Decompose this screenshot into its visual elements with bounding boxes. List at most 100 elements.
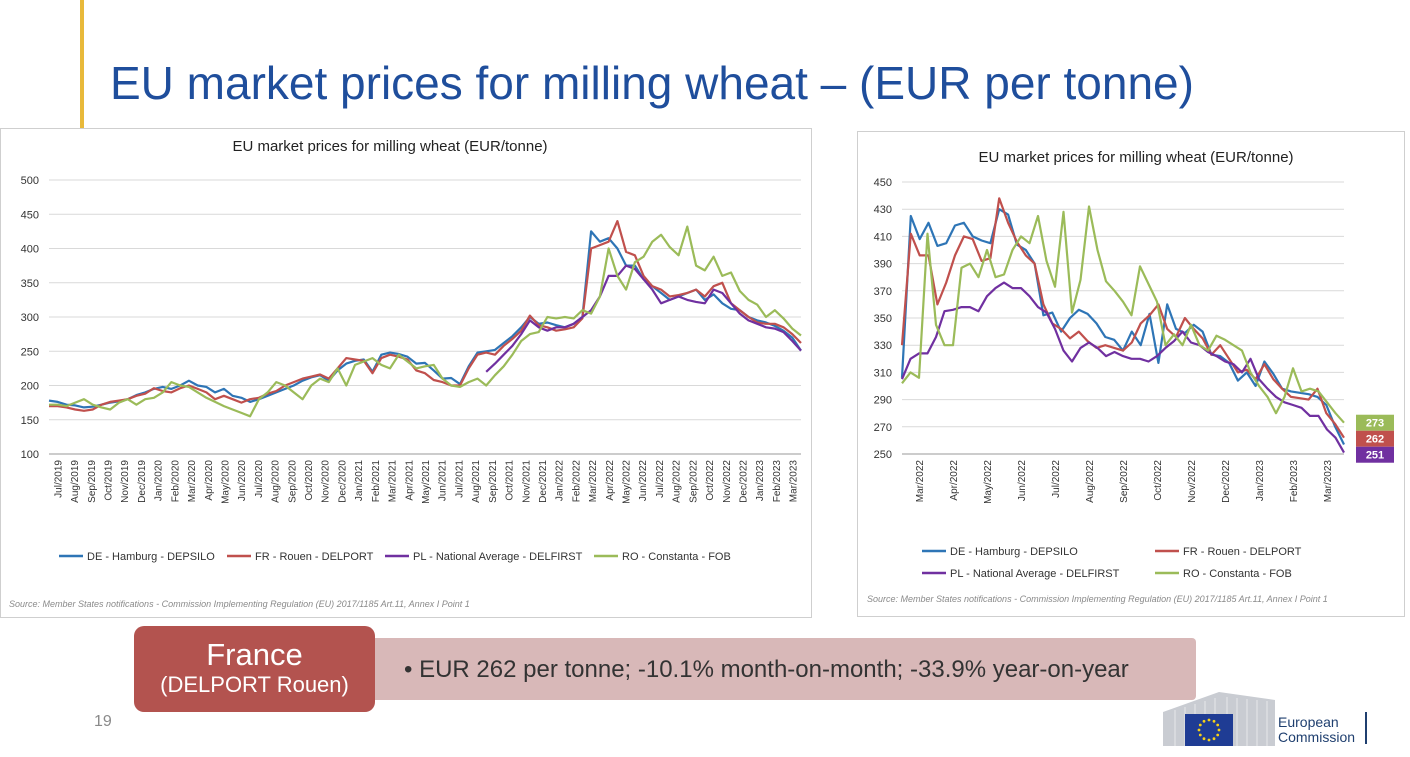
x-tick-label: Sep/2019 (87, 460, 98, 503)
x-tick-label: Feb/2021 (371, 460, 382, 503)
x-tick-label: Feb/2020 (170, 460, 181, 503)
y-tick-label: 400 (21, 244, 39, 256)
x-tick-label: May/2020 (220, 460, 231, 504)
logo-line-2: Commission (1278, 729, 1356, 745)
country-box: France (DELPORT Rouen) (134, 626, 375, 712)
x-tick-label: Dec/2021 (538, 460, 549, 503)
accent-bar (80, 0, 84, 128)
y-tick-label: 200 (21, 381, 39, 393)
x-tick-label: Aug/2022 (672, 460, 683, 503)
y-tick-label: 310 (874, 367, 892, 379)
x-tick-label: Jul/2020 (254, 460, 265, 498)
legend-label: DE - Hamburg - DEPSILO (87, 551, 215, 563)
chart-left-source: Source: Member States notifications - Co… (9, 599, 470, 609)
chart-panel-left: EU market prices for milling wheat (EUR/… (0, 128, 812, 618)
x-tick-label: Apr/2020 (204, 460, 215, 501)
info-text: • EUR 262 per tonne; -10.1% month-on-mon… (404, 656, 1129, 683)
chart-right: EU market prices for milling wheat (EUR/… (874, 149, 1394, 580)
eu-stars-icon (1197, 718, 1221, 742)
country-name: France (206, 637, 303, 672)
y-tick-label: 350 (874, 313, 892, 325)
x-tick-label: Jun/2021 (438, 460, 449, 502)
country-sub: (DELPORT Rouen) (160, 672, 349, 697)
x-tick-label: Feb/2023 (1289, 460, 1300, 503)
x-tick-label: Jan/2023 (1255, 460, 1266, 502)
x-tick-label: Mar/2021 (388, 460, 399, 503)
x-tick-label: Nov/2021 (521, 460, 532, 503)
y-tick-label: 250 (21, 346, 39, 358)
y-tick-label: 370 (874, 286, 892, 298)
end-value-label: 273 (1366, 418, 1384, 430)
x-tick-label: Apr/2021 (404, 460, 415, 501)
x-tick-label: Nov/2019 (120, 460, 131, 503)
x-tick-label: Jul/2019 (53, 460, 64, 498)
legend-label: RO - Constanta - FOB (1183, 568, 1292, 580)
x-tick-label: Jun/2020 (237, 460, 248, 502)
x-tick-label: Aug/2020 (271, 460, 282, 503)
y-tick-label: 500 (21, 175, 39, 187)
x-tick-label: Oct/2022 (705, 460, 716, 501)
x-tick-label: Sep/2020 (287, 460, 298, 503)
x-tick-label: Jul/2022 (1051, 460, 1062, 498)
series-line-2 (49, 220, 802, 412)
series-line-2 (900, 197, 1345, 439)
chart-panel-right: EU market prices for milling wheat (EUR/… (857, 131, 1405, 617)
y-tick-label: 300 (21, 312, 39, 324)
x-tick-label: Mar/2023 (789, 460, 800, 503)
y-tick-label: 350 (21, 278, 39, 290)
series-line-4 (49, 225, 802, 418)
x-tick-label: Jan/2021 (354, 460, 365, 502)
y-tick-label: 410 (874, 231, 892, 243)
x-tick-label: Jun/2022 (1017, 460, 1028, 502)
series-line-1 (48, 230, 802, 409)
x-tick-label: Dec/2022 (739, 460, 750, 503)
y-tick-label: 450 (874, 177, 892, 189)
legend-label: FR - Rouen - DELPORT (1183, 546, 1302, 558)
x-tick-label: Apr/2022 (605, 460, 616, 501)
x-tick-label: Sep/2022 (688, 460, 699, 503)
x-tick-label: Jun/2022 (638, 460, 649, 502)
info-box: • EUR 262 per tonne; -10.1% month-on-mon… (370, 638, 1196, 700)
x-tick-label: Nov/2022 (722, 460, 733, 503)
y-tick-label: 290 (874, 395, 892, 407)
end-value-label: 262 (1366, 434, 1384, 446)
x-tick-label: Apr/2022 (949, 460, 960, 501)
x-tick-label: Mar/2020 (187, 460, 198, 503)
x-tick-label: Sep/2021 (488, 460, 499, 503)
y-tick-label: 450 (21, 209, 39, 221)
x-tick-label: Aug/2019 (70, 460, 81, 503)
legend-label: DE - Hamburg - DEPSILO (950, 546, 1078, 558)
end-value-badge (1356, 430, 1394, 447)
x-tick-label: Dec/2020 (337, 460, 348, 503)
page-number: 19 (94, 713, 112, 730)
x-tick-label: Nov/2020 (321, 460, 332, 503)
logo-line-1: European (1278, 714, 1339, 730)
x-tick-label: Jan/2020 (154, 460, 165, 502)
x-tick-label: Nov/2022 (1187, 460, 1198, 503)
legend-label: RO - Constanta - FOB (622, 551, 731, 563)
logo-divider (1365, 712, 1367, 744)
european-commission-logo (1163, 690, 1373, 746)
x-tick-label: Dec/2022 (1221, 460, 1232, 503)
x-tick-label: Oct/2021 (505, 460, 516, 501)
y-tick-label: 390 (874, 259, 892, 271)
x-tick-label: Jan/2022 (555, 460, 566, 502)
y-tick-label: 330 (874, 340, 892, 352)
x-tick-label: Oct/2020 (304, 460, 315, 501)
chart-right-source: Source: Member States notifications - Co… (867, 594, 1328, 604)
x-tick-label: Jan/2023 (755, 460, 766, 502)
series-line-4 (901, 205, 1345, 424)
end-value-badge (1356, 414, 1394, 431)
x-tick-label: Oct/2019 (103, 460, 114, 501)
y-tick-label: 250 (874, 449, 892, 461)
x-tick-label: Aug/2022 (1085, 460, 1096, 503)
y-tick-label: 150 (21, 415, 39, 427)
y-tick-label: 430 (874, 204, 892, 216)
x-tick-label: Dec/2019 (137, 460, 148, 503)
y-tick-label: 270 (874, 422, 892, 434)
x-tick-label: Oct/2022 (1153, 460, 1164, 501)
ec-building-icon (1163, 692, 1275, 746)
x-tick-label: Mar/2022 (915, 460, 926, 503)
x-tick-label: Jul/2021 (454, 460, 465, 498)
x-tick-label: Sep/2022 (1119, 460, 1130, 503)
